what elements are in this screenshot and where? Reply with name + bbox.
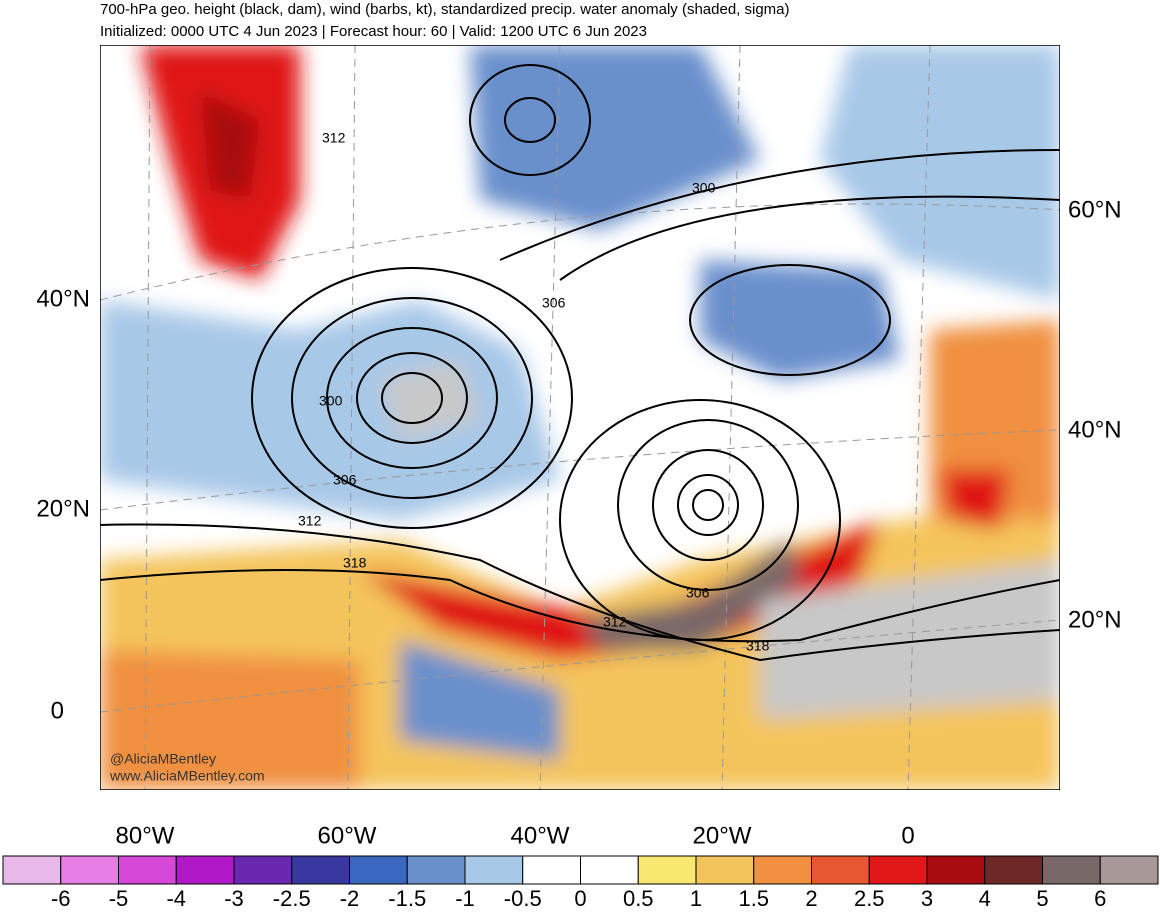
lat-label: 40°N (1068, 416, 1122, 443)
colorbar-swatch (118, 855, 177, 885)
colorbar-swatch (984, 855, 1043, 885)
contour-labels: 312 300 306 300 306 312 318 312 306 318 (298, 130, 770, 654)
colorbar-label: -2 (340, 886, 360, 911)
latitude-labels: 40°N 20°N 0 60°N 40°N 20°N (36, 196, 1121, 724)
colorbar-label: 0.5 (623, 886, 654, 911)
colorbar-swatch (868, 855, 928, 885)
lat-label: 20°N (1068, 606, 1122, 633)
colorbar-label: -6 (51, 886, 71, 911)
colorbar-label: 5 (1036, 886, 1048, 911)
colorbar-swatch (1099, 855, 1159, 885)
lon-label: 40°W (511, 822, 570, 849)
lon-label: 60°W (318, 822, 377, 849)
contour-label: 300 (319, 393, 343, 409)
colorbar-label: 1 (690, 886, 702, 911)
colorbar-label: -4 (166, 886, 186, 911)
colorbar-swatch (1042, 855, 1101, 885)
colorbar-label: 2.5 (854, 886, 885, 911)
contour-label: 312 (298, 513, 322, 529)
colorbar-swatch (753, 855, 812, 885)
contour-label: 312 (603, 614, 627, 630)
colorbar-label: -5 (109, 886, 129, 911)
colorbar-swatch (406, 855, 466, 885)
colorbar-label: 6 (1094, 886, 1106, 911)
colorbar-label: 2 (805, 886, 817, 911)
contour-label: 318 (746, 638, 770, 654)
contour-label: 306 (686, 585, 710, 601)
colorbar-swatch (2, 855, 62, 885)
subtitle: Initialized: 0000 UTC 4 Jun 2023 | Forec… (100, 23, 647, 40)
colorbar-label: 0 (574, 886, 586, 911)
colorbar-label: -0.5 (504, 886, 542, 911)
lat-label: 0 (51, 697, 64, 724)
colorbar-swatch (811, 855, 870, 885)
colorbar-label: 4 (979, 886, 991, 911)
colorbar-swatch (580, 855, 639, 885)
contour-label: 306 (333, 472, 357, 488)
colorbar-swatch (291, 855, 350, 885)
longitude-labels: 80°W 60°W 40°W 20°W 0 (116, 822, 915, 849)
colorbar-swatch (349, 855, 408, 885)
colorbar-swatch (522, 855, 581, 885)
colorbar-label: -1.5 (388, 886, 426, 911)
colorbar-label: -3 (224, 886, 244, 911)
lon-label: 0 (901, 822, 914, 849)
watermark: @AliciaMBentley (110, 751, 216, 767)
contour-label: 300 (692, 180, 716, 196)
colorbar-swatch (695, 855, 755, 885)
map-field (100, 45, 1060, 790)
colorbar: -6 -5 -4 -3 -2.5 -2 -1.5 -1 -0.5 0 0.5 1 1.5 2 2.5 3 4 5 6 (2, 855, 1159, 911)
colorbar-swatch (175, 855, 235, 885)
colorbar-swatch (233, 855, 293, 885)
colorbar-label: 3 (921, 886, 933, 911)
contour-label: 306 (542, 295, 566, 311)
colorbar-label: -1 (455, 886, 475, 911)
colorbar-label: -2.5 (273, 886, 311, 911)
colorbar-label: 1.5 (738, 886, 769, 911)
colorbar-swatch (464, 855, 524, 885)
lon-label: 20°W (693, 822, 752, 849)
lat-label: 20°N (36, 495, 90, 522)
contour-label: 318 (343, 555, 367, 571)
contour-label: 312 (322, 130, 346, 146)
title: 700-hPa geo. height (black, dam), wind (… (100, 1, 790, 18)
colorbar-swatch (637, 855, 697, 885)
watermark: www.AliciaMBentley.com (109, 768, 265, 784)
lat-label: 60°N (1068, 196, 1122, 223)
lon-label: 80°W (116, 822, 175, 849)
lat-label: 40°N (36, 285, 90, 312)
colorbar-swatch (926, 855, 986, 885)
colorbar-swatch (60, 855, 119, 885)
